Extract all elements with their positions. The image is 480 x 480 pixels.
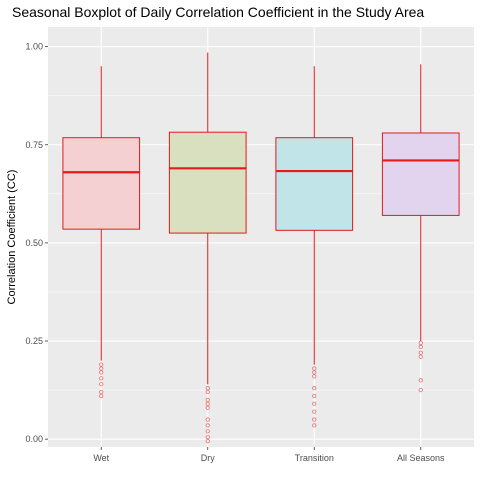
outlier-point: [312, 409, 317, 414]
outlier-point: [205, 389, 210, 395]
outlier-point: [99, 382, 104, 387]
box-wet: [62, 66, 141, 399]
x-tick-label: All Seasons: [397, 453, 445, 463]
y-tick-label: 0.00: [25, 434, 43, 444]
outlier-point: [418, 354, 423, 359]
outlier-point: [99, 362, 104, 367]
iqr-box: [168, 131, 247, 234]
outlier-point: [99, 366, 104, 371]
outlier-point: [205, 417, 210, 422]
y-axis-title: Correlation Coefficient (CC): [6, 170, 18, 305]
outlier-point: [312, 366, 317, 371]
outlier-point: [205, 397, 210, 402]
y-tick-label: 1.00: [25, 42, 43, 52]
outlier-point: [205, 386, 210, 391]
outlier-point: [205, 429, 210, 434]
outlier-point: [99, 393, 104, 399]
outlier-point: [312, 417, 317, 422]
outlier-point: [205, 435, 210, 440]
outlier-point: [205, 401, 210, 406]
outlier-point: [99, 370, 104, 375]
outlier-point: [418, 344, 423, 350]
y-tick-label: 0.25: [25, 336, 43, 346]
iqr-box: [62, 137, 141, 230]
outlier-point: [418, 378, 423, 383]
outlier-point: [205, 423, 210, 428]
outlier-point: [312, 370, 317, 375]
outlier-point: [205, 405, 210, 410]
plot-panel: [48, 27, 474, 447]
box-dry: [168, 52, 247, 444]
y-tick-label: 0.50: [25, 238, 43, 248]
y-tick-label: 0.75: [25, 140, 43, 150]
outlier-point: [312, 386, 317, 391]
outlier-point: [418, 350, 423, 355]
outlier-point: [418, 340, 423, 346]
outlier-point: [312, 423, 317, 428]
chart-title: Seasonal Boxplot of Daily Correlation Co…: [12, 4, 425, 20]
outlier-point: [312, 393, 317, 399]
outlier-point: [312, 374, 317, 379]
x-tick-label: Transition: [295, 453, 334, 463]
axes: 0.00 0.25 0.50 0.75 1.00 Wet Dry Transition All …: [25, 42, 445, 463]
box-transition: [275, 66, 354, 428]
outlier-point: [418, 387, 423, 393]
outlier-point: [99, 376, 104, 381]
box-all-seasons: [381, 64, 460, 393]
iqr-box: [381, 132, 460, 216]
x-tick-label: Wet: [93, 453, 109, 463]
outlier-point: [205, 439, 210, 444]
iqr-box: [275, 137, 354, 231]
outlier-point: [99, 389, 104, 395]
boxes: [62, 52, 460, 444]
x-tick-label: Dry: [201, 453, 215, 463]
outlier-point: [312, 401, 317, 406]
